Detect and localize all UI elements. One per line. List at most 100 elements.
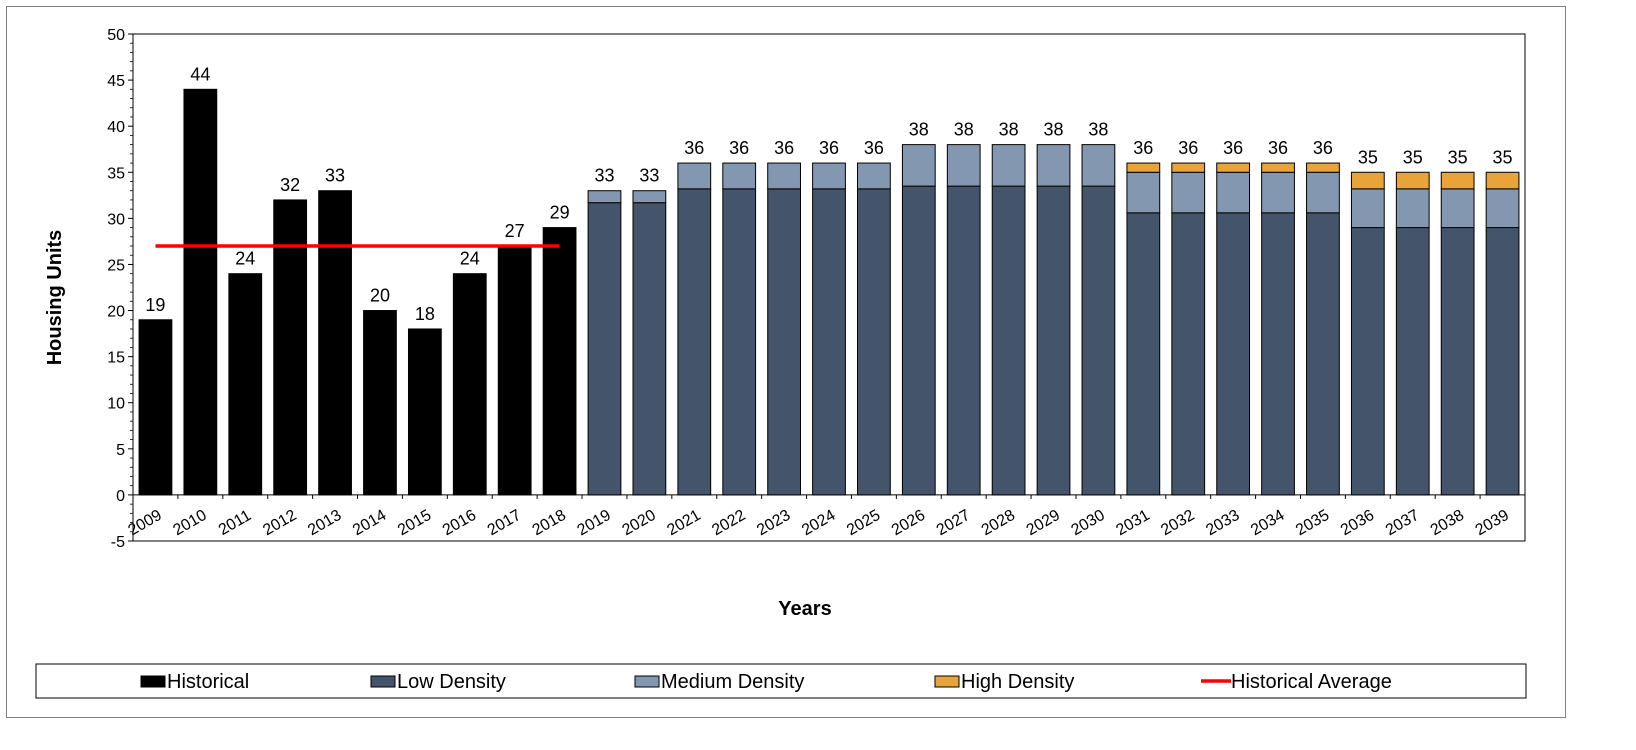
bar-total-label: 18	[415, 304, 435, 324]
bar-total-label: 35	[1493, 147, 1513, 167]
bar-segment-medium-density	[1216, 171, 1251, 214]
bar-total-label: 24	[460, 249, 480, 269]
bar-segment-medium-density	[1036, 144, 1071, 187]
bar-segment-historical	[407, 328, 442, 496]
bar-segment-high-density	[1440, 171, 1475, 190]
bar-total-label: 36	[729, 138, 749, 158]
bar-segment-low-density	[1306, 212, 1340, 496]
bar-segment-low-density	[1350, 227, 1385, 496]
bar-segment-high-density	[1171, 162, 1206, 173]
bar-segment-medium-density	[1261, 171, 1295, 214]
y-tick-label: 40	[107, 119, 125, 136]
legend-label: Low Density	[397, 671, 506, 693]
bar-segment-medium-density	[901, 144, 936, 187]
bar-segment-low-density	[1440, 227, 1475, 496]
bar-total-label: 38	[954, 120, 974, 140]
bar-total-label: 36	[864, 138, 884, 158]
bar-total-label: 27	[505, 221, 525, 241]
x-tick-label: 2039	[1473, 507, 1512, 540]
x-tick-label: 2033	[1203, 507, 1242, 540]
bar-segment-low-density	[857, 188, 891, 496]
bar-segment-historical	[138, 319, 173, 496]
y-tick-label: -5	[111, 534, 125, 551]
y-tick-label: 20	[107, 304, 125, 321]
bar-segment-medium-density	[677, 162, 712, 190]
bar-segment-low-density	[812, 188, 846, 496]
bar-total-label: 20	[370, 286, 390, 306]
x-tick-label: 2038	[1428, 507, 1467, 540]
bar-segment-medium-density	[1171, 171, 1206, 214]
bar-segment-historical	[273, 199, 308, 496]
bar-total-label: 24	[235, 249, 255, 269]
bar-total-label: 38	[999, 120, 1019, 140]
bar-segment-medium-density	[1485, 188, 1520, 229]
bar-segment-low-density	[1081, 185, 1116, 496]
x-tick-label: 2024	[799, 507, 838, 540]
bar-total-label: 33	[594, 166, 614, 186]
x-tick-label: 2012	[260, 507, 299, 540]
bar-total-label: 35	[1448, 147, 1468, 167]
bar-segment-medium-density	[1306, 171, 1340, 214]
bar-segment-low-density	[991, 185, 1026, 496]
y-tick-label: 50	[107, 27, 125, 44]
x-tick-label: 2037	[1383, 507, 1422, 540]
x-tick-label: 2010	[170, 507, 209, 540]
y-tick-label: 35	[107, 165, 125, 182]
bar-segment-low-density	[1261, 212, 1295, 496]
bar-total-label: 36	[1223, 138, 1243, 158]
x-tick-label: 2019	[575, 507, 614, 540]
bar-segment-low-density	[677, 188, 712, 496]
bar-total-label: 36	[1313, 138, 1333, 158]
bar-segment-low-density	[1171, 212, 1206, 496]
bar-segment-high-density	[1261, 162, 1295, 173]
bar-segment-medium-density	[1395, 188, 1430, 229]
x-tick-label: 2013	[305, 507, 344, 540]
bar-segment-low-density	[1216, 212, 1251, 496]
bar-total-label: 38	[1044, 120, 1064, 140]
legend-label: Historical	[167, 671, 249, 693]
x-tick-label: 2020	[619, 507, 658, 540]
bar-total-label: 33	[325, 166, 345, 186]
bar-segment-medium-density	[1350, 188, 1385, 229]
bar-segment-medium-density	[587, 190, 622, 204]
legend-box	[35, 663, 1527, 699]
x-tick-label: 2017	[485, 507, 524, 540]
y-tick-label: 30	[107, 211, 125, 228]
bar-segment-high-density	[1395, 171, 1430, 190]
bar-segment-low-density	[1036, 185, 1071, 496]
legend-swatch	[934, 675, 960, 688]
bar-total-label: 36	[684, 138, 704, 158]
bar-total-label: 33	[639, 166, 659, 186]
bar-total-label: 35	[1403, 147, 1423, 167]
legend-swatch	[634, 675, 660, 688]
y-tick-label: 25	[107, 257, 125, 274]
bar-segment-historical	[318, 190, 352, 496]
bar-segment-medium-density	[1126, 171, 1161, 214]
x-tick-label: 2035	[1293, 507, 1332, 540]
y-tick-label: 0	[116, 488, 125, 505]
y-tick-label: 5	[116, 442, 125, 459]
x-tick-label: 2031	[1113, 507, 1152, 540]
legend-swatch	[370, 675, 396, 688]
x-tick-label: 2030	[1069, 507, 1108, 540]
bar-segment-low-density	[1395, 227, 1430, 496]
bar-segment-medium-density	[812, 162, 846, 190]
x-tick-label: 2015	[395, 507, 434, 540]
legend-label: Medium Density	[661, 671, 804, 693]
bar-segment-high-density	[1485, 171, 1520, 190]
bar-segment-historical	[452, 273, 487, 496]
bar-total-label: 36	[774, 138, 794, 158]
x-axis-title: Years	[778, 598, 831, 620]
bar-segment-medium-density	[946, 144, 981, 187]
bar-segment-historical	[542, 227, 577, 496]
bar-segment-low-density	[767, 188, 801, 496]
x-tick-label: 2027	[934, 507, 973, 540]
bar-total-label: 36	[1178, 138, 1198, 158]
x-tick-label: 2009	[126, 507, 165, 540]
x-tick-label: 2018	[530, 507, 569, 540]
x-tick-label: 2029	[1024, 507, 1063, 540]
bar-segment-low-density	[722, 188, 757, 496]
bar-total-label: 38	[909, 120, 929, 140]
bar-total-label: 29	[550, 203, 570, 223]
bar-segment-low-density	[901, 185, 936, 496]
